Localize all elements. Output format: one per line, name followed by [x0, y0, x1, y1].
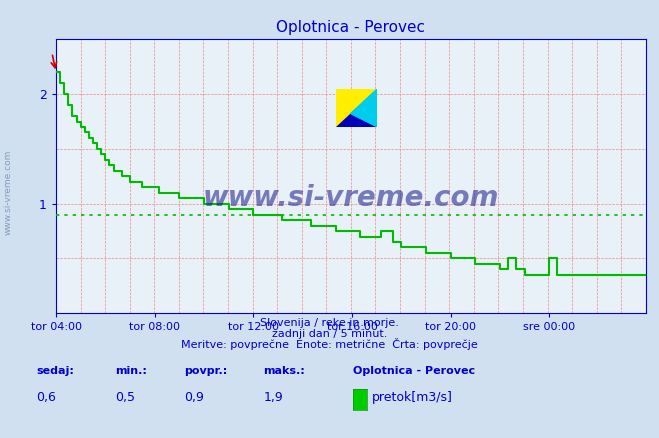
- Text: 0,6: 0,6: [36, 391, 56, 404]
- Text: 1,9: 1,9: [264, 391, 283, 404]
- Polygon shape: [336, 88, 378, 127]
- Polygon shape: [336, 88, 378, 127]
- Text: 0,9: 0,9: [185, 391, 204, 404]
- Text: sedaj:: sedaj:: [36, 367, 74, 377]
- Text: Oplotnica - Perovec: Oplotnica - Perovec: [353, 367, 474, 377]
- Text: Meritve: povprečne  Enote: metrične  Črta: povprečje: Meritve: povprečne Enote: metrične Črta:…: [181, 338, 478, 350]
- Text: pretok[m3/s]: pretok[m3/s]: [372, 391, 453, 404]
- Text: min.:: min.:: [115, 367, 147, 377]
- Polygon shape: [351, 88, 378, 127]
- Text: www.si-vreme.com: www.si-vreme.com: [203, 184, 499, 212]
- Text: povpr.:: povpr.:: [185, 367, 228, 377]
- Text: Slovenija / reke in morje.: Slovenija / reke in morje.: [260, 318, 399, 328]
- Text: www.si-vreme.com: www.si-vreme.com: [3, 150, 13, 235]
- Text: maks.:: maks.:: [264, 367, 305, 377]
- Title: Oplotnica - Perovec: Oplotnica - Perovec: [276, 21, 426, 35]
- Text: 0,5: 0,5: [115, 391, 135, 404]
- Text: zadnji dan / 5 minut.: zadnji dan / 5 minut.: [272, 329, 387, 339]
